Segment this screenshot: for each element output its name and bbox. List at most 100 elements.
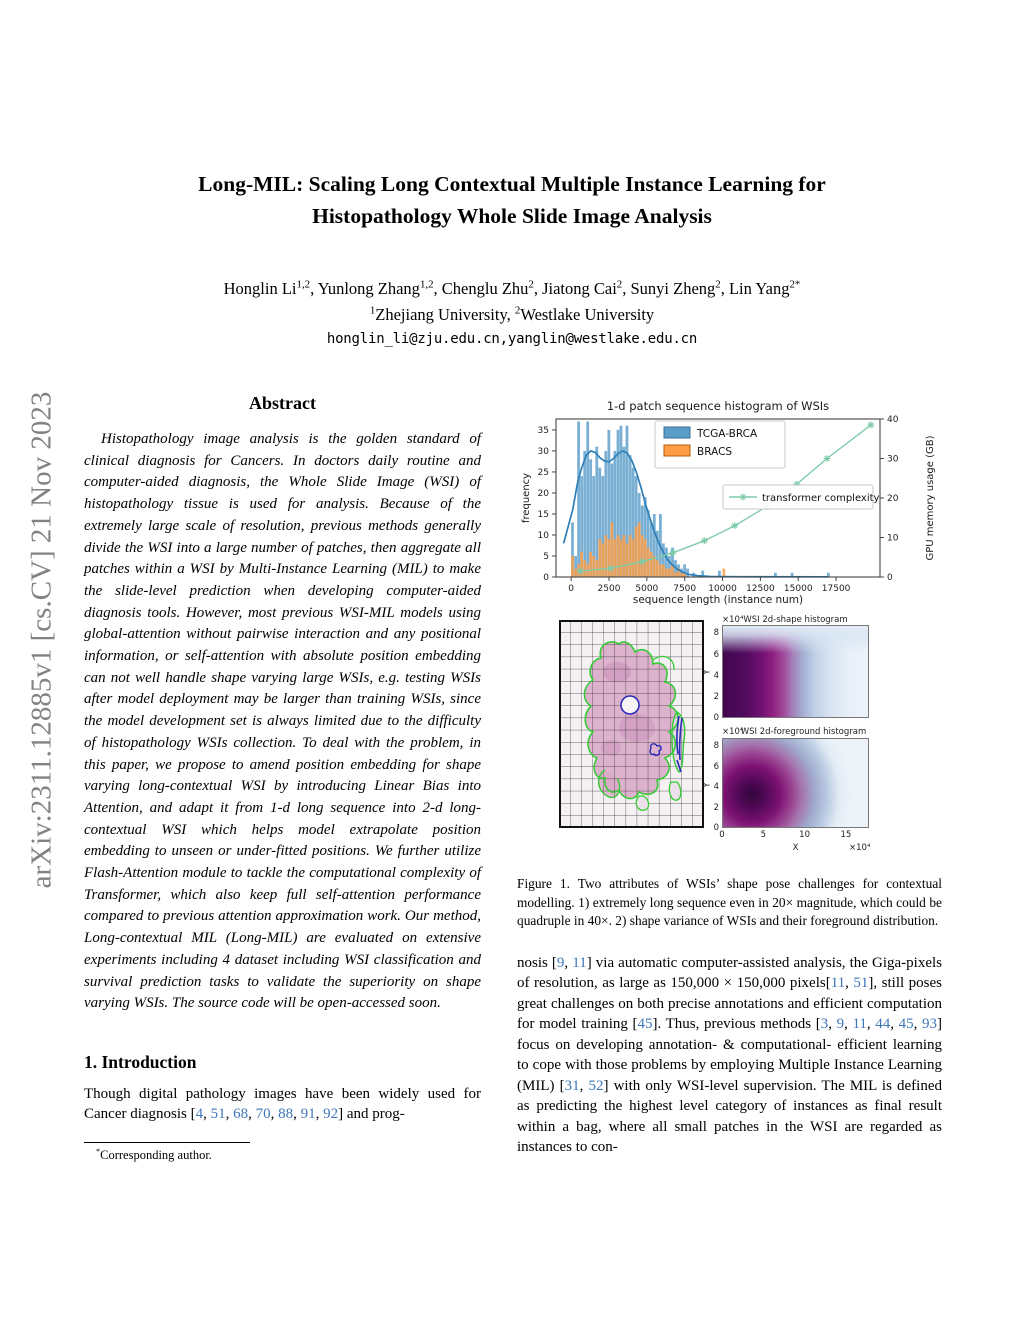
citation-link[interactable]: 31 — [564, 1077, 580, 1094]
footnote-rule — [84, 1141, 250, 1143]
wsi-thumbnail-image — [559, 620, 704, 828]
citation-link[interactable]: 45 — [637, 1016, 653, 1033]
paper-title-line1: Long-MIL: Scaling Long Contextual Multip… — [198, 172, 826, 196]
heatmap-tick-label: 0 — [713, 823, 719, 833]
svg-text:transformer complexity: transformer complexity — [762, 493, 880, 504]
svg-text:40: 40 — [887, 415, 899, 425]
heatmap-tick-label: 8 — [713, 628, 719, 639]
superscript: 2 — [616, 278, 623, 291]
foreground-histogram-heatmap — [722, 738, 869, 828]
affiliations: 1Zhejiang University, 2Westlake Universi… — [369, 304, 655, 324]
figure1-caption: Figure 1. Two attributes of WSIs’ shape … — [517, 876, 942, 929]
svg-text:BRACS: BRACS — [697, 446, 732, 458]
citation-link[interactable]: 88 — [278, 1106, 294, 1123]
fg-hist-title: WSI 2d-foreground histogram — [740, 727, 867, 737]
svg-text:15000: 15000 — [784, 584, 813, 594]
citation-link[interactable]: 68 — [233, 1106, 249, 1123]
svg-text:sequence length (instance num): sequence length (instance num) — [633, 594, 803, 606]
shape-hist-title: WSI 2d-shape histogram — [743, 615, 848, 625]
corresponding-author-footnote: *Corresponding author. — [96, 1146, 212, 1162]
svg-text:17500: 17500 — [822, 584, 851, 594]
paper-title-line2: Histopathology Whole Slide Image Analysi… — [312, 204, 712, 228]
citation-link[interactable]: 52 — [588, 1077, 604, 1094]
fg-hist-x-label: X — [792, 843, 799, 853]
introduction-paragraph: Though digital pathology images have bee… — [84, 1085, 481, 1123]
svg-text:15: 15 — [538, 510, 549, 520]
citation-link[interactable]: 45 — [898, 1016, 914, 1033]
svg-text:25: 25 — [538, 468, 549, 478]
svg-text:GPU memory usage (GB): GPU memory usage (GB) — [925, 435, 936, 560]
abstract-heading: Abstract — [249, 393, 316, 413]
svg-text:2500: 2500 — [598, 584, 621, 594]
citation-link[interactable]: 3 — [820, 1016, 829, 1033]
superscript: 1,2 — [419, 278, 434, 291]
contact-email: honglin_li@zju.edu.cn,yanglin@westlake.e… — [326, 331, 698, 347]
citation-link[interactable]: 11 — [852, 1016, 867, 1033]
heatmap-tick-label: 5 — [760, 830, 766, 840]
citation-link[interactable]: 9 — [556, 954, 565, 971]
citation-link[interactable]: 91 — [300, 1106, 316, 1123]
heatmap-tick-label: 0 — [713, 713, 719, 723]
svg-text:frequency: frequency — [521, 473, 532, 523]
citation-link[interactable]: 44 — [875, 1016, 891, 1033]
svg-text:5: 5 — [543, 552, 549, 562]
superscript: 1,2 — [296, 278, 311, 291]
sequence-histogram-chart: 1-d patch sequence histogram of WSIs 0 250… — [517, 397, 942, 609]
heatmap-tick-label: 8 — [713, 741, 719, 752]
shape-hist-scale-label: ×10⁴ — [722, 615, 744, 625]
heatmap-tick-label: 6 — [713, 761, 719, 772]
citation-link[interactable]: 4 — [195, 1106, 204, 1123]
svg-text:0: 0 — [543, 573, 549, 583]
svg-text:35: 35 — [538, 426, 549, 436]
svg-text:0: 0 — [568, 584, 574, 594]
citation-link[interactable]: 51 — [853, 975, 869, 992]
right-column-paragraph: nosis [9, 11] via automatic computer-ass… — [517, 954, 943, 1156]
heatmap-tick-label: 4 — [713, 782, 719, 793]
left-column: Abstract Histopathology image analysis i… — [84, 393, 481, 1163]
heatmap-tick-label: 15 — [840, 830, 852, 840]
citation-link[interactable]: 9 — [836, 1016, 845, 1033]
shape-histogram-heatmap — [722, 625, 869, 718]
superscript: 2 — [715, 278, 721, 291]
citation-link[interactable]: 11 — [572, 954, 587, 971]
heatmap-tick-label: 6 — [713, 649, 719, 660]
svg-text:7500: 7500 — [673, 584, 696, 594]
superscript: 2 — [514, 304, 521, 317]
svg-text:12500: 12500 — [746, 584, 775, 594]
superscript: 2 — [528, 278, 534, 291]
abstract-text: Histopathology image analysis is the gol… — [84, 431, 481, 1012]
svg-text:0: 0 — [887, 573, 893, 583]
superscript: * — [96, 1146, 101, 1156]
svg-text:10: 10 — [887, 534, 899, 544]
svg-text:30: 30 — [538, 447, 550, 457]
svg-text:20: 20 — [538, 489, 550, 499]
citation-link[interactable]: 92 — [323, 1106, 339, 1123]
superscript: 1 — [369, 304, 376, 317]
superscript: 2* — [789, 278, 801, 291]
svg-text:5000: 5000 — [635, 584, 658, 594]
section-heading-introduction: 1. Introduction — [84, 1051, 197, 1072]
heatmap-tick-label: 2 — [713, 802, 719, 813]
fg-hist-scale-label: ×10⁴ — [722, 727, 744, 737]
svg-text:10000: 10000 — [708, 584, 737, 594]
arxiv-watermark: arXiv:2311.12885v1 [cs.CV] 21 Nov 2023 — [25, 391, 58, 889]
heatmap-tick-label: 2 — [713, 691, 719, 702]
citation-link[interactable]: 93 — [922, 1016, 938, 1033]
svg-text:1-d patch sequence histogram o: 1-d patch sequence histogram of WSIs — [607, 399, 829, 413]
author-list: Honglin Li1,2, Yunlong Zhang1,2, Chenglu… — [223, 278, 801, 298]
heatmap-tick-label: 10 — [799, 830, 810, 840]
citation-link[interactable]: 70 — [255, 1106, 271, 1123]
citation-link[interactable]: 11 — [830, 975, 846, 992]
fg-hist-x-scale-label: ×10⁴ — [849, 843, 871, 853]
paper-title: Long-MIL: Scaling Long Contextual Multip… — [0, 168, 1024, 232]
svg-text:10: 10 — [538, 531, 550, 541]
svg-text:TCGA-BRCA: TCGA-BRCA — [696, 428, 758, 440]
right-column: 1-d patch sequence histogram of WSIs 0 250… — [517, 397, 942, 1158]
svg-text:20: 20 — [887, 494, 899, 504]
heatmap-tick-label: 0 — [719, 830, 725, 840]
svg-text:30: 30 — [887, 455, 899, 465]
heatmap-tick-label: 4 — [713, 670, 719, 681]
citation-link[interactable]: 51 — [210, 1106, 226, 1123]
